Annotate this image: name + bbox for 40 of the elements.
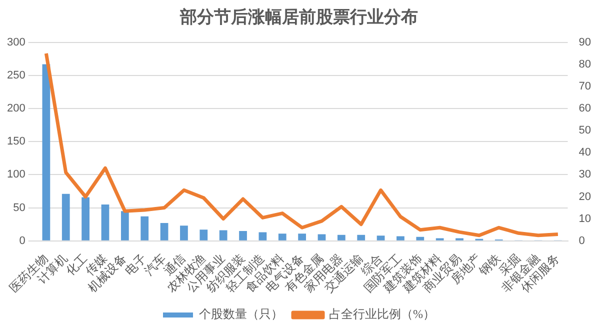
y-tick-label: 200 [6,102,26,115]
y2-tick-label: 40 [578,146,592,159]
y2-tick-label: 30 [578,168,592,181]
bar [318,234,326,240]
bar [219,230,228,240]
bar [357,234,366,240]
y-tick-label: 100 [6,168,26,181]
y2-tick-label: 20 [578,190,592,203]
bar [258,232,267,240]
chart-title: 部分节后涨幅居前股票行业分布 [179,8,418,27]
y2-tick-label: 10 [578,212,592,225]
bar [416,236,424,240]
y2-tick-label: 60 [578,102,592,115]
bar [200,230,208,240]
bar [298,234,306,240]
bar [62,194,70,240]
bar [278,234,286,240]
bar [82,197,90,240]
y-tick-label: 0 [19,234,26,247]
bar [239,230,247,240]
bar [101,204,110,240]
y2-tick-label: 90 [578,36,592,48]
legend-label: 占全行业比例（%） [329,307,435,322]
y-tick-label: 250 [6,70,26,82]
y2-tick-label: 80 [578,58,592,70]
y-tick-label: 150 [6,136,26,148]
bar [376,236,385,240]
bar [160,223,168,240]
bar [337,234,346,240]
bar [140,216,149,240]
y-tick-label: 50 [13,202,26,214]
y2-tick-label: 50 [578,124,592,137]
bar [42,64,50,240]
y2-tick-label: 70 [578,80,592,93]
bar [120,211,129,240]
y-tick-label: 300 [6,36,26,48]
bar [396,236,404,240]
y2-tick-label: 0 [578,234,585,247]
bar [180,226,188,240]
legend-label: 个股数量（只） [199,307,283,322]
